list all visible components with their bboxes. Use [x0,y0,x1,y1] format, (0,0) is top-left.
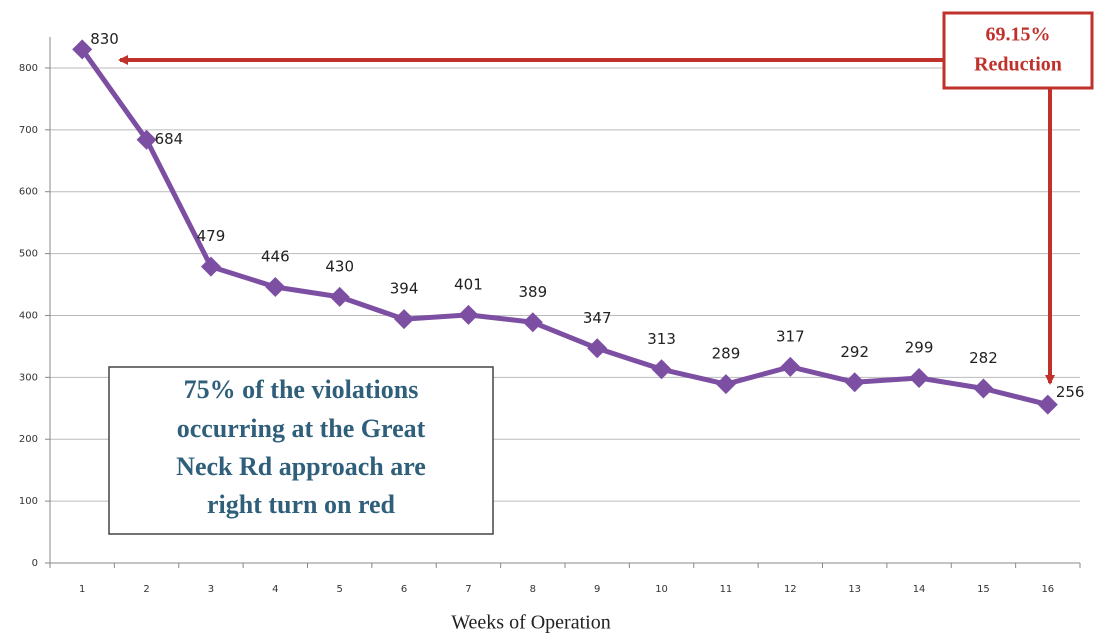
point-marker [715,374,736,395]
point-marker [587,338,608,359]
x-tick-label: 10 [655,584,668,595]
point-marker [1037,394,1058,415]
data-label: 292 [840,343,869,361]
point-marker [458,304,479,325]
x-tick-label: 14 [913,584,926,595]
y-tick-label: 100 [19,496,38,507]
x-axis-title: Weeks of Operation [451,612,610,634]
data-label: 256 [1056,383,1085,401]
x-tick-label: 7 [465,584,471,595]
data-label: 313 [647,330,676,348]
y-tick-label: 400 [19,310,38,321]
data-label: 430 [325,257,354,275]
note-text: 75% of the violations [184,375,419,404]
data-label: 684 [155,130,184,148]
note-text: occurring at the Great [177,414,426,443]
y-tick-label: 300 [19,372,38,383]
data-label: 347 [583,309,612,327]
x-tick-label: 6 [401,584,407,595]
x-tick-label: 15 [977,584,990,595]
point-marker [780,356,801,377]
data-label: 299 [905,338,934,356]
point-marker [394,309,415,330]
data-label: 830 [90,30,119,48]
point-marker [651,359,672,380]
x-tick-label: 12 [784,584,797,595]
x-tick-label: 2 [143,584,149,595]
data-label: 282 [969,349,998,367]
reduction-text: 69.15% [986,24,1051,46]
note-text: right turn on red [207,490,396,519]
point-marker [200,256,221,277]
point-marker [265,277,286,298]
x-tick-label: 3 [208,584,214,595]
x-tick-label: 9 [594,584,600,595]
x-tick-label: 8 [530,584,536,595]
x-tick-label: 11 [720,584,733,595]
x-tick-label: 1 [79,584,85,595]
data-label: 389 [518,283,547,301]
reduction-text: Reduction [974,54,1062,76]
y-tick-label: 500 [19,249,38,260]
x-tick-label: 13 [848,584,861,595]
series-line [80,47,1049,408]
data-label: 289 [712,345,741,363]
point-marker [909,367,930,388]
data-label: 446 [261,248,290,266]
y-tick-label: 800 [19,63,38,74]
data-label: 317 [776,327,805,345]
x-tick-label: 4 [272,584,278,595]
note-text: Neck Rd approach are [176,452,426,481]
data-label: 394 [390,280,419,298]
reduction-box [942,11,1094,90]
y-tick-label: 700 [19,125,38,136]
point-marker [136,129,157,150]
x-tick-label: 5 [337,584,343,595]
data-label: 401 [454,275,483,293]
data-label: 479 [197,227,226,245]
point-marker [72,39,93,60]
x-tick-label: 16 [1041,584,1054,595]
y-tick-label: 0 [32,558,38,569]
point-marker [844,372,865,393]
y-tick-label: 600 [19,187,38,198]
point-marker [329,286,350,307]
point-marker [973,378,994,399]
point-marker [522,312,543,333]
note-box [108,366,494,535]
y-tick-label: 200 [19,434,38,445]
